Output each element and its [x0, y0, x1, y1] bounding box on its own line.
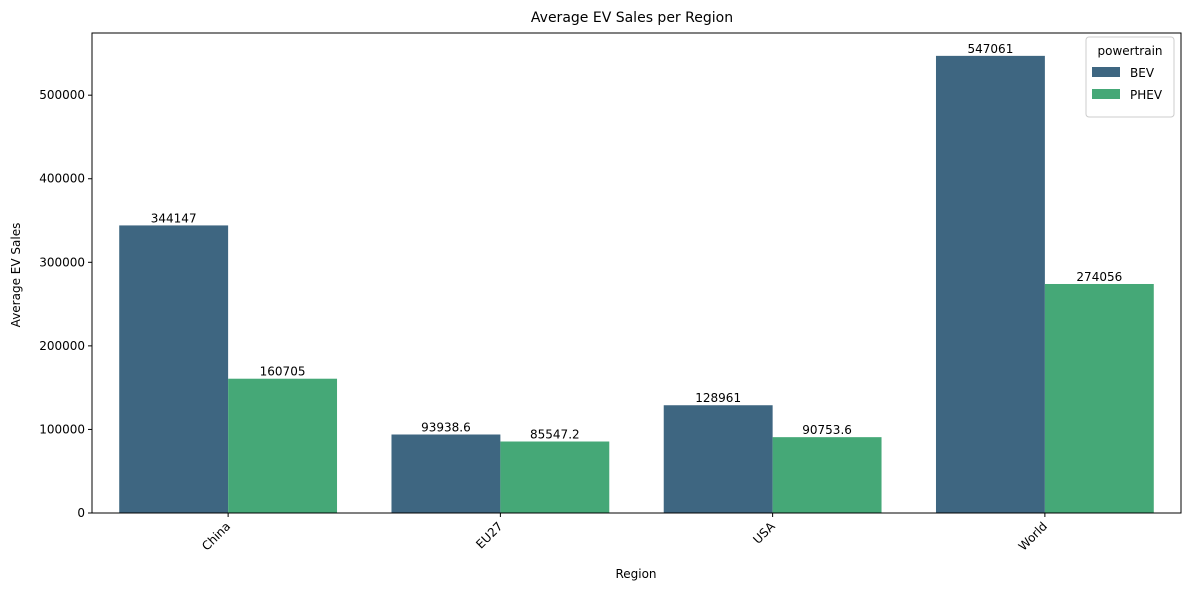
bar-phev-world [1044, 283, 1154, 513]
data-label: 85547.2 [530, 428, 580, 442]
legend-title: powertrain [1097, 44, 1162, 58]
data-label: 344147 [151, 211, 197, 225]
x-tick-label: World [1016, 519, 1050, 553]
data-label: 547061 [968, 42, 1014, 56]
x-tick-label: USA [750, 519, 778, 547]
y-tick-label: 400000 [39, 172, 85, 186]
legend-label: BEV [1130, 66, 1155, 80]
y-axis-label: Average EV Sales [9, 223, 23, 328]
x-tick-label: China [199, 519, 233, 553]
legend-label: PHEV [1130, 88, 1163, 102]
x-axis-label: Region [615, 567, 656, 581]
bar-bev-world [935, 55, 1045, 514]
y-tick-label: 100000 [39, 422, 85, 436]
data-label: 93938.6 [421, 421, 471, 435]
x-tick-label: EU27 [473, 519, 505, 551]
data-label: 160705 [260, 365, 306, 379]
data-label: 274056 [1076, 270, 1122, 284]
y-tick-label: 300000 [39, 255, 85, 269]
legend: powertrain BEV PHEV [1085, 36, 1175, 118]
y-tick-label: 500000 [39, 88, 85, 102]
bar-phev-eu27 [500, 441, 610, 513]
data-label: 90753.6 [802, 423, 852, 437]
bar-phev-usa [772, 437, 882, 513]
bar-phev-china [228, 378, 338, 513]
chart-title: Average EV Sales per Region [531, 10, 733, 26]
y-tick-label: 200000 [39, 339, 85, 353]
bar-bev-china [119, 225, 229, 514]
bar-bev-usa [663, 405, 773, 513]
plot-area: 344147 93938.6 128961 547061 160705 85547.2 90… [39, 32, 1182, 553]
y-tick-label: 0 [77, 506, 85, 520]
bar-bev-eu27 [391, 434, 501, 513]
legend-swatch-bev [1092, 67, 1120, 77]
legend-swatch-phev [1092, 89, 1120, 99]
axes-frame [91, 32, 1182, 514]
data-label: 128961 [695, 391, 741, 405]
